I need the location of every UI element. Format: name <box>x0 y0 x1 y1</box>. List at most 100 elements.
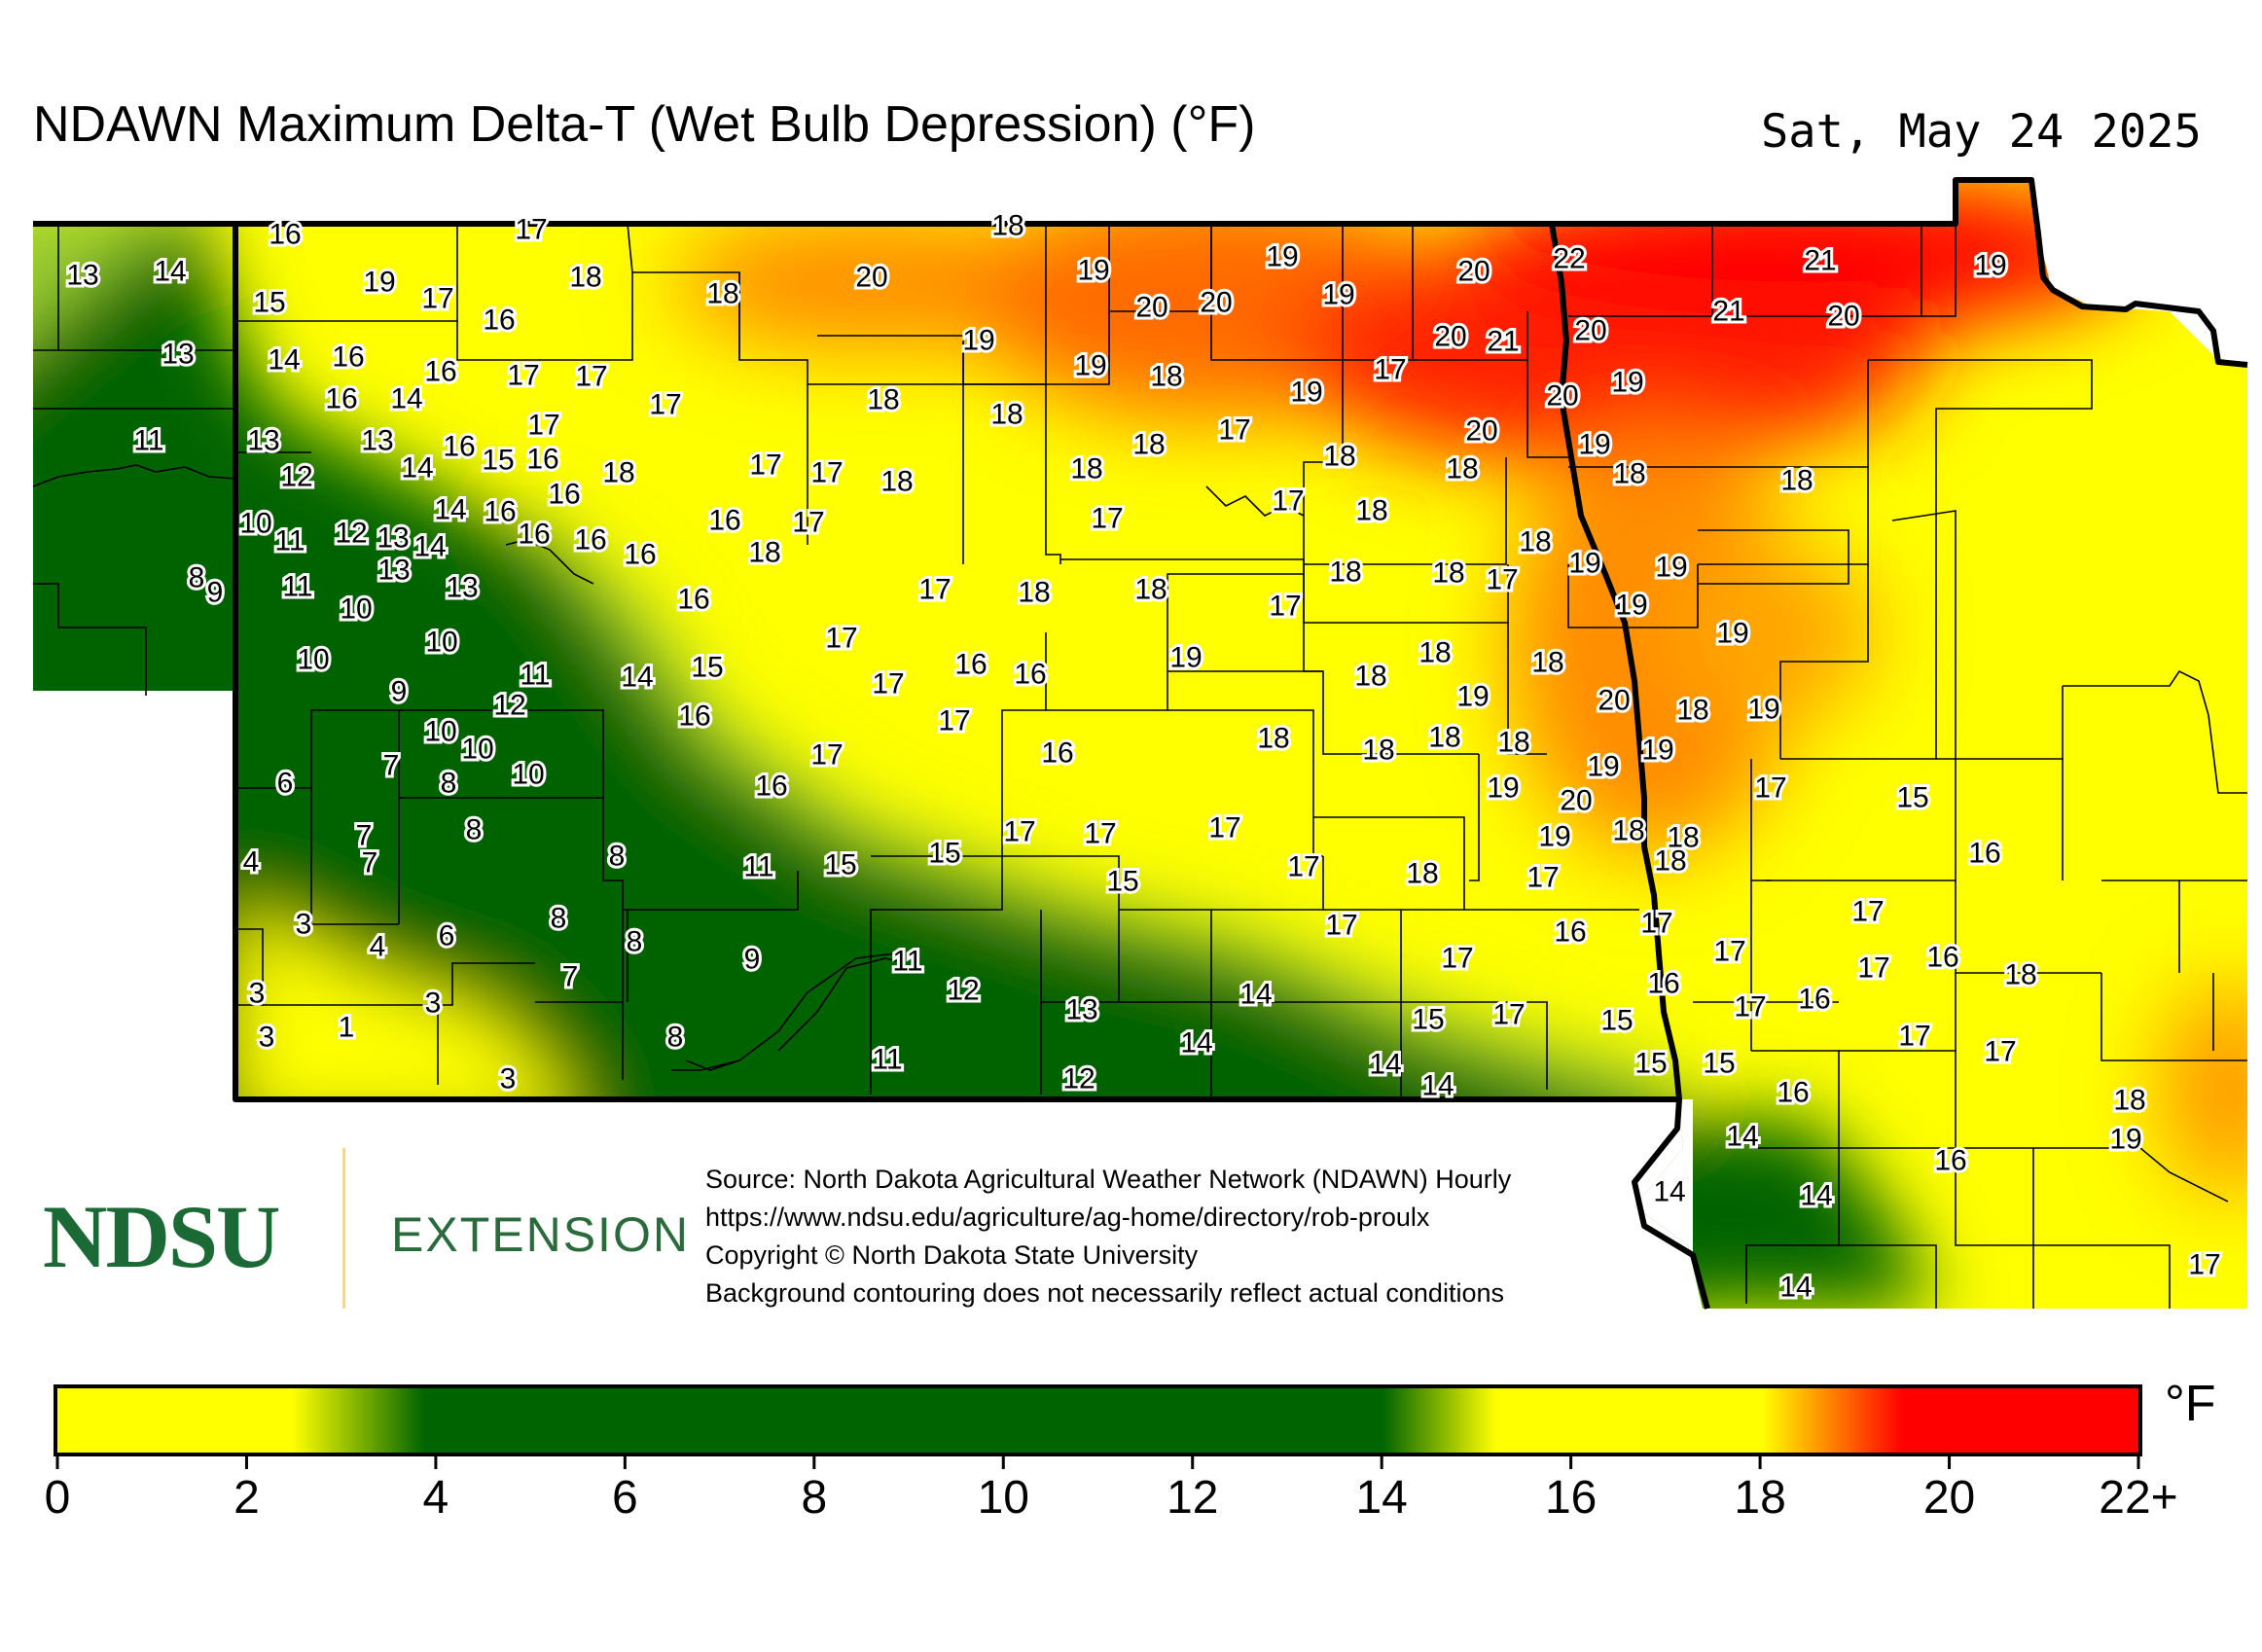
station-value: 20 <box>1457 256 1490 288</box>
station-value: 10 <box>461 734 493 766</box>
station-value: 10 <box>424 716 456 748</box>
station-value: 8 <box>466 814 483 846</box>
station-value: 17 <box>1003 816 1035 848</box>
station-value: 17 <box>810 739 843 772</box>
station-value: 19 <box>1641 735 1673 767</box>
station-value: 17 <box>575 361 607 393</box>
station-value: 19 <box>1747 694 1779 726</box>
station-value: 18 <box>1362 735 1394 767</box>
station-value: 1 <box>339 1012 355 1044</box>
station-value: 19 <box>1538 821 1570 853</box>
station-value: 15 <box>691 652 723 684</box>
station-value: 18 <box>1654 845 1686 878</box>
station-value: 20 <box>1135 292 1167 324</box>
station-value: 15 <box>1600 1005 1633 1037</box>
station-value: 18 <box>1070 453 1102 485</box>
station-value: 16 <box>1777 1077 1809 1109</box>
station-value: 19 <box>1266 241 1298 273</box>
station-value: 17 <box>1441 943 1473 975</box>
credit-disclaimer: Background contouring does not necessari… <box>705 1278 1504 1308</box>
station-value: 19 <box>1587 751 1619 783</box>
map-title: NDAWN Maximum Delta-T (Wet Bulb Depressi… <box>33 96 1256 153</box>
station-value: 18 <box>1150 361 1182 393</box>
station-value: 15 <box>1703 1048 1735 1080</box>
station-value: 18 <box>1406 858 1438 890</box>
station-value: 17 <box>649 389 681 421</box>
station-value: 14 <box>390 383 422 415</box>
station-value: 18 <box>867 384 899 416</box>
station-value: 18 <box>1613 458 1645 490</box>
state-border <box>33 177 2248 1310</box>
station-value: 17 <box>810 457 843 489</box>
station-value: 13 <box>162 339 194 371</box>
station-value: 16 <box>325 383 357 415</box>
legend-tick-label: 12 <box>1167 1472 1218 1524</box>
station-value: 19 <box>2109 1124 2141 1156</box>
river-lines <box>32 464 1305 1071</box>
station-value: 13 <box>377 522 409 555</box>
station-value: 18 <box>1355 495 1387 527</box>
station-value: 17 <box>515 214 547 246</box>
station-value: 16 <box>1014 659 1046 691</box>
station-value: 17 <box>1492 999 1525 1031</box>
station-value: 16 <box>1798 984 1830 1016</box>
station-value: 19 <box>1169 642 1202 674</box>
legend-ticks: 0 2 4 6 8 10 12 14 16 18 20 22+ <box>45 1454 2178 1524</box>
station-value: 18 <box>1531 647 1563 679</box>
station-value: 3 <box>500 1063 517 1095</box>
station-value: 15 <box>1106 866 1138 898</box>
station-value: 3 <box>425 988 442 1020</box>
station-value: 21 <box>1487 326 1519 358</box>
station-value: 19 <box>363 267 395 299</box>
station-value: 16 <box>678 700 710 733</box>
legend-tick-label: 2 <box>233 1472 260 1524</box>
station-value: 4 <box>370 931 386 963</box>
station-value: 20 <box>1560 785 1592 817</box>
station-value: 18 <box>1323 441 1355 473</box>
station-value: 16 <box>526 444 558 476</box>
credit-source: Source: North Dakota Agricultural Weathe… <box>705 1165 1512 1194</box>
legend-tick-label: 14 <box>1355 1472 1407 1524</box>
station-value: 18 <box>991 210 1023 242</box>
station-value: 14 <box>413 531 446 563</box>
station-value: 19 <box>1074 350 1106 382</box>
station-value: 18 <box>1418 637 1451 669</box>
station-value: 19 <box>1615 590 1647 622</box>
station-value: 18 <box>1612 815 1644 847</box>
station-value: 18 <box>1446 453 1478 485</box>
station-value: 7 <box>356 820 373 852</box>
station-value: 18 <box>1329 557 1361 589</box>
logo-name: NDSU <box>43 1187 280 1286</box>
station-value: 17 <box>421 283 453 315</box>
station-value: 12 <box>493 690 525 722</box>
station-value: 18 <box>2004 959 2036 991</box>
legend-tick-label: 6 <box>612 1472 638 1524</box>
station-value: 8 <box>441 768 457 800</box>
station-value: 16 <box>269 219 301 251</box>
station-value: 20 <box>1200 287 1232 319</box>
station-value: 18 <box>602 457 634 489</box>
station-value: 10 <box>239 508 271 540</box>
station-value: 16 <box>518 519 550 551</box>
station-value: 6 <box>439 920 455 952</box>
station-value: 10 <box>297 644 329 676</box>
credit-url: https://www.ndsu.edu/agriculture/ag-home… <box>705 1203 1430 1232</box>
station-value: 15 <box>1896 782 1928 814</box>
station-value: 16 <box>624 539 656 571</box>
station-value: 20 <box>855 262 887 294</box>
station-value: 18 <box>1519 526 1551 558</box>
station-value: 14 <box>1653 1176 1685 1208</box>
station-value: 16 <box>424 356 456 388</box>
logo-extension: EXTENSION <box>391 1207 690 1262</box>
station-value: 16 <box>1554 916 1586 949</box>
station-value: 20 <box>1574 315 1606 347</box>
station-value: 18 <box>1667 822 1699 854</box>
station-value: 7 <box>562 961 579 993</box>
station-value: 17 <box>507 360 539 392</box>
station-value: 14 <box>1800 1180 1832 1212</box>
station-value: 17 <box>1084 818 1116 850</box>
station-value: 18 <box>1354 661 1386 693</box>
station-value: 16 <box>443 431 475 463</box>
station-value: 18 <box>2113 1085 2145 1117</box>
station-value: 19 <box>1974 250 2006 282</box>
